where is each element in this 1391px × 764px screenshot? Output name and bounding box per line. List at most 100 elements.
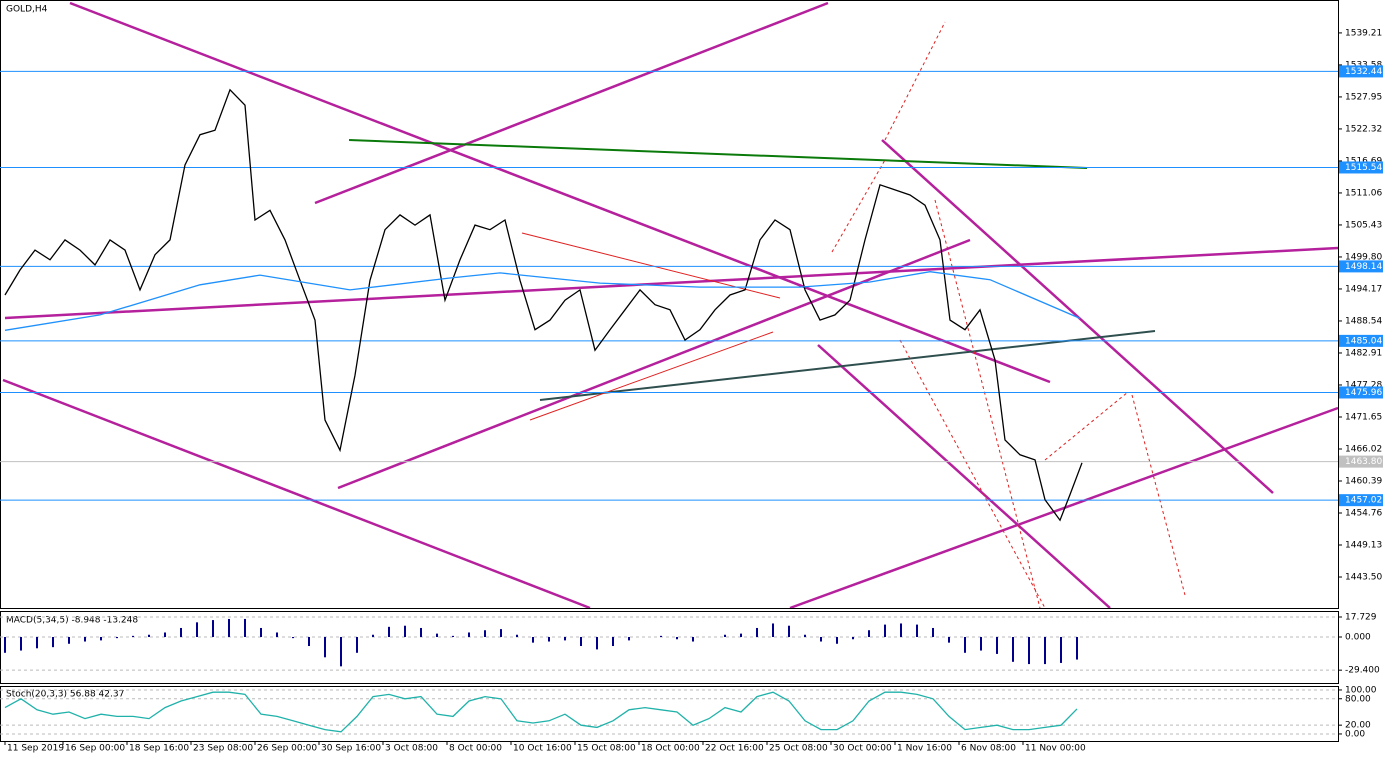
projection [1131,394,1186,596]
y-tick-label: 1454.76 [1345,509,1382,519]
panel-frame [0,0,1339,609]
y-tick-label: 1494.17 [1345,284,1382,294]
y-tick-label: 1516.69 [1345,156,1382,166]
level-label: 1475.96 [1345,388,1382,398]
histogram-bar [836,637,838,644]
histogram-bar [292,637,294,639]
y-tick-label: 1443.50 [1345,573,1382,583]
histogram-bar [964,637,966,653]
histogram-bar [500,629,502,638]
indicator-title: MACD(5,34,5) -8.948 -13.248 [6,616,138,626]
x-tick-label: 3 Oct 08:00 [385,744,438,754]
x-tick-label: 15 Oct 08:00 [577,744,636,754]
trend-line [348,139,1088,169]
histogram-bar [532,637,534,643]
histogram-bar [468,632,470,638]
series-line [4,691,1078,733]
histogram-bar [980,637,982,651]
histogram-bar [548,637,550,642]
histogram-bar [164,632,166,638]
series-line [4,88,1083,522]
y-tick-label: 1449.13 [1345,541,1382,551]
histogram-bar [868,630,870,638]
x-tick-label: 11 Nov 00:00 [1025,744,1086,754]
level-label-box [1339,334,1383,347]
histogram-bar [916,624,918,638]
x-tick-label: 30 Oct 00:00 [833,744,892,754]
drawings [2,1,1339,610]
histogram-bar [516,634,518,638]
histogram-bar [932,627,934,638]
x-tick-label: 10 Oct 16:00 [513,744,572,754]
histogram-bar [420,627,422,638]
histogram-bar [628,637,630,641]
histogram-bar [660,635,662,638]
histogram-bar [1028,637,1030,665]
x-tick-label: 22 Oct 16:00 [705,744,764,754]
y-tick-label: 1471.65 [1345,412,1382,422]
histogram-bar [404,625,406,638]
histogram-bar [308,637,310,647]
y-tick-label: 1511.06 [1345,188,1382,198]
projection [899,339,1046,609]
y-tick-label: 1466.02 [1345,444,1382,454]
histogram-bar [564,637,566,641]
trend-line [69,1,1051,384]
histogram-bar [244,618,246,638]
y-tick-label: 1460.39 [1345,476,1382,486]
histogram-bar [260,627,262,638]
projection [934,199,1041,609]
y-tick-label: 1539.21 [1345,28,1382,38]
trend-line [817,344,1111,609]
histogram-bar [724,634,726,638]
y-tick-label: 1488.54 [1345,316,1382,326]
histogram-bar [692,637,694,642]
level-label-box [1339,161,1383,174]
trend-line [4,246,1339,320]
histogram-bar [948,637,950,643]
trend-line [529,331,774,421]
histogram-bar [148,634,150,638]
histogram-bar [116,637,118,639]
histogram-bar [36,637,38,649]
histogram-bar [1044,637,1046,665]
histogram-bar [484,630,486,638]
histogram-bar [756,627,758,638]
y-tick-label: 20.00 [1345,721,1371,731]
trend-line [789,406,1339,610]
y-tick-label: 1505.43 [1345,220,1382,230]
histogram-bar [4,637,6,653]
x-tick-label: 23 Sep 08:00 [193,744,253,754]
histogram-bar [212,620,214,638]
histogram-bar [676,637,678,640]
histogram-bar [356,637,358,653]
histogram-bar [228,618,230,638]
histogram-bar [180,627,182,638]
y-tick-label: 17.729 [1345,613,1377,623]
y-tick-label: 100.00 [1345,685,1377,695]
level-label: 1457.02 [1345,496,1382,506]
y-tick-label: 0.00 [1345,729,1365,739]
panel-frame [0,611,1339,684]
level-label-box [1339,386,1383,399]
x-tick-label: 8 Oct 00:00 [449,744,502,754]
histogram-bar [100,637,102,641]
x-tick-label: 11 Sep 2019 [7,744,64,754]
histogram-bar [132,635,134,638]
histogram-bar [196,622,198,638]
histogram-bar [740,633,742,638]
y-tick-label: -29.400 [1345,666,1380,676]
y-tick-label: 1522.32 [1345,124,1382,134]
histogram-bar [1060,637,1062,663]
x-tick-label: 25 Oct 08:00 [769,744,828,754]
histogram-bar [820,637,822,642]
histogram-bar [276,632,278,638]
histogram-bar [340,637,342,667]
y-tick-label: 80.00 [1345,694,1371,704]
histogram-bar [852,637,854,640]
x-tick-label: 30 Sep 16:00 [321,744,381,754]
last-price-label: 1463.80 [1345,457,1382,467]
histogram-bar [372,634,374,638]
histogram-bar [20,637,22,651]
